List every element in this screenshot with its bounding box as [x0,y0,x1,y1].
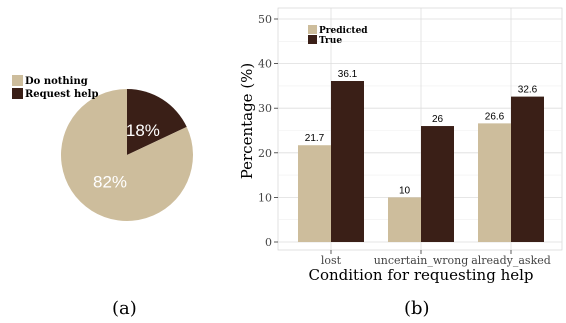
data-label-predicted-uncertain_wrong: 10 [399,185,411,196]
pie-slice-request-help [127,89,187,155]
y-tick-label: 20 [258,147,272,160]
pie-legend: Do nothing Request help [12,75,98,100]
y-axis-label: Percentage (%) [238,63,256,180]
bar-true-lost [331,80,364,242]
x-tick-label: uncertain_wrong [374,254,469,267]
legend-swatch-true [308,35,317,44]
bar-predicted-uncertain_wrong [388,197,421,242]
data-label-true-already_asked: 32.6 [518,85,538,96]
pie-slice-do-nothing [61,89,194,221]
bar-chart: 0 10 20 30 40 50 21.7 36.1 10 26 26.6 32.6 lost unc… [238,7,563,284]
x-tick-label: already_asked [471,254,551,267]
legend-swatch-do-nothing [12,75,23,86]
panel-label-a: (a) [112,298,137,319]
bar-legend: Predicted True [308,25,368,46]
panel-label-b: (b) [404,298,430,319]
x-tick-label: lost [321,254,342,267]
y-tick-labels: 0 10 20 30 40 50 [258,13,278,249]
y-tick-label: 30 [258,102,272,115]
x-axis-label: Condition for requesting help [308,266,533,284]
x-tick-labels: lost uncertain_wrong already_asked [321,250,551,267]
bars: 21.7 36.1 10 26 26.6 32.6 [298,69,544,242]
legend-label-do-nothing: Do nothing [25,76,88,87]
bar-predicted-lost [298,145,331,242]
data-label-true-uncertain_wrong: 26 [432,114,444,125]
pie-slice-label-do-nothing: 82% [93,173,127,192]
legend-swatch-predicted [308,25,317,34]
legend-label-predicted: Predicted [319,26,368,36]
bar-true-already_asked [511,96,544,242]
y-tick-label: 40 [258,58,272,71]
data-label-predicted-already_asked: 26.6 [485,111,505,122]
legend-label-true: True [319,36,342,46]
bar-predicted-already_asked [478,123,511,242]
pie-chart: 18% 82% [61,89,194,221]
data-label-true-lost: 36.1 [338,69,358,80]
legend-label-request-help: Request help [25,89,98,100]
y-tick-label: 10 [258,191,272,204]
y-tick-label: 0 [265,236,272,249]
data-label-predicted-lost: 21.7 [305,133,325,144]
bar-true-uncertain_wrong [421,126,454,242]
pie-slice-label-request-help: 18% [126,121,160,140]
y-tick-label: 50 [258,13,272,26]
legend-swatch-request-help [12,88,23,99]
